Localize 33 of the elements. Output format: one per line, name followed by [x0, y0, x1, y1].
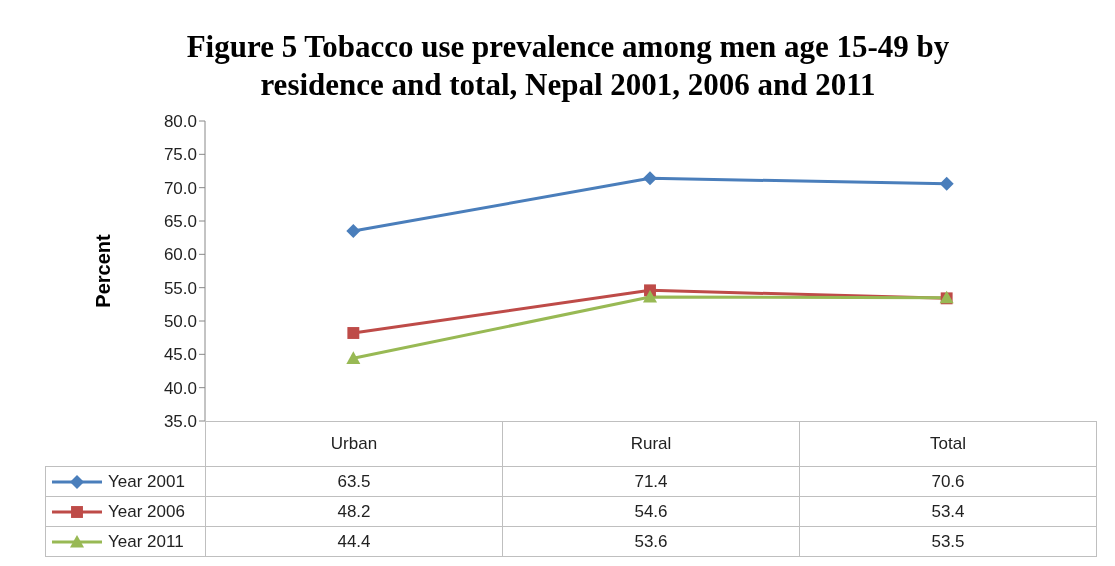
y-tick-label: 60.0: [163, 245, 197, 265]
x-tick-label: Rural: [502, 421, 800, 467]
data-label: 54.6: [502, 496, 800, 527]
legend-label: Year 2001: [108, 471, 185, 492]
x-tick-label: Urban: [205, 421, 503, 467]
y-tick-label: 70.0: [163, 178, 197, 198]
data-label: 44.4: [205, 526, 503, 557]
y-axis-title: Percent: [92, 233, 115, 308]
y-tick-label: 55.0: [163, 278, 197, 298]
y-tick-label: 35.0: [163, 412, 197, 432]
y-tick-label: 40.0: [163, 378, 197, 398]
point: [643, 171, 657, 186]
point: [346, 224, 361, 238]
y-tick-label: 50.0: [163, 312, 197, 332]
point: [643, 290, 657, 303]
data-label: 53.5: [799, 526, 1097, 557]
y-tick-label: 75.0: [163, 145, 197, 165]
point: [346, 351, 361, 364]
point: [939, 176, 954, 191]
y-tick-label: 65.0: [163, 212, 197, 232]
chart-title: Figure 5 Tobacco use prevalence among men age 15-49 by residence and total, Nepal 2001, 2006 and 2011: [185, 28, 951, 104]
legend-label: Year 2011: [108, 531, 184, 552]
y-tick-label: 45.0: [163, 345, 197, 365]
data-label: 71.4: [502, 466, 800, 497]
x-tick-label: Total: [799, 421, 1097, 467]
legend-label: Year 2006: [108, 501, 185, 522]
point: [347, 327, 360, 339]
data-label: 48.2: [205, 496, 503, 527]
data-label: 53.6: [502, 526, 800, 557]
data-label: 63.5: [205, 466, 503, 497]
data-label: 53.4: [799, 496, 1097, 527]
data-label: 70.6: [799, 466, 1097, 497]
y-tick-label: 80.0: [163, 112, 197, 132]
